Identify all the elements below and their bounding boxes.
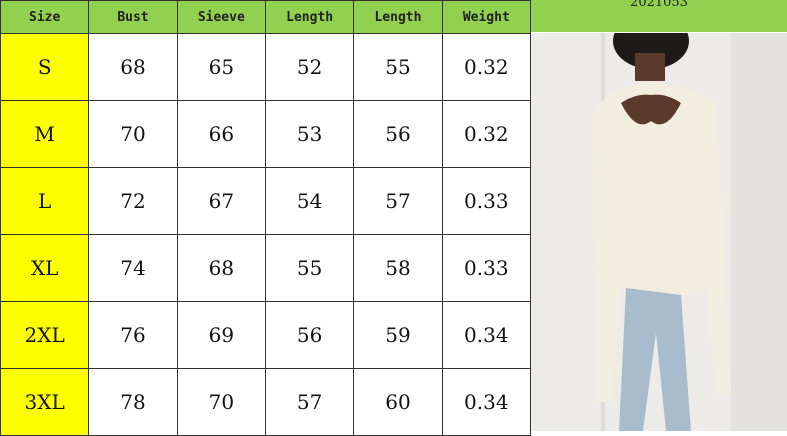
cell-size: L <box>0 167 90 235</box>
header-sleeve: Sieeve <box>176 0 266 34</box>
cell-bust: 68 <box>88 33 178 101</box>
product-code-banner: 2021053 <box>531 0 787 32</box>
cell-length-2: 56 <box>353 100 443 168</box>
table-row: XL 74 68 55 58 0.33 <box>0 234 532 302</box>
cell-bust: 74 <box>88 234 178 302</box>
cell-length: 54 <box>264 167 355 235</box>
cell-weight: 0.32 <box>441 33 532 101</box>
cell-sleeve: 68 <box>176 234 266 302</box>
cell-length-2: 60 <box>353 368 443 436</box>
cell-weight: 0.34 <box>441 301 532 369</box>
table-row: S 68 65 52 55 0.32 <box>0 33 532 101</box>
cell-size: S <box>0 33 90 101</box>
cell-sleeve: 70 <box>176 368 266 436</box>
header-length-2: Length <box>353 0 443 34</box>
cell-size: 3XL <box>0 368 90 436</box>
header-size: Size <box>0 0 90 34</box>
cell-weight: 0.34 <box>441 368 532 436</box>
cell-size: XL <box>0 234 90 302</box>
cell-weight: 0.33 <box>441 167 532 235</box>
cell-length-2: 58 <box>353 234 443 302</box>
header-length: Length <box>264 0 355 34</box>
table-row: 3XL 78 70 57 60 0.34 <box>0 368 532 436</box>
cell-bust: 72 <box>88 167 178 235</box>
cell-bust: 78 <box>88 368 178 436</box>
cell-length: 53 <box>264 100 355 168</box>
cell-sleeve: 66 <box>176 100 266 168</box>
cell-bust: 76 <box>88 301 178 369</box>
cell-weight: 0.33 <box>441 234 532 302</box>
cell-length-2: 57 <box>353 167 443 235</box>
table-row: 2XL 76 69 56 59 0.34 <box>0 301 532 369</box>
cell-bust: 70 <box>88 100 178 168</box>
table-row: L 72 67 54 57 0.33 <box>0 167 532 235</box>
cell-size: 2XL <box>0 301 90 369</box>
cell-length-2: 59 <box>353 301 443 369</box>
cell-weight: 0.32 <box>441 100 532 168</box>
cell-sleeve: 67 <box>176 167 266 235</box>
cell-length: 57 <box>264 368 355 436</box>
cell-size: M <box>0 100 90 168</box>
product-code: 2021053 <box>630 0 688 10</box>
cell-length: 55 <box>264 234 355 302</box>
header-weight: Weight <box>441 0 532 34</box>
table-header-row: Size Bust Sieeve Length Length Weight <box>0 0 532 34</box>
cell-length: 52 <box>264 33 355 101</box>
cell-sleeve: 65 <box>176 33 266 101</box>
cell-length-2: 55 <box>353 33 443 101</box>
cell-sleeve: 69 <box>176 301 266 369</box>
header-bust: Bust <box>88 0 178 34</box>
table-row: M 70 66 53 56 0.32 <box>0 100 532 168</box>
product-photo <box>531 33 787 431</box>
cell-length: 56 <box>264 301 355 369</box>
